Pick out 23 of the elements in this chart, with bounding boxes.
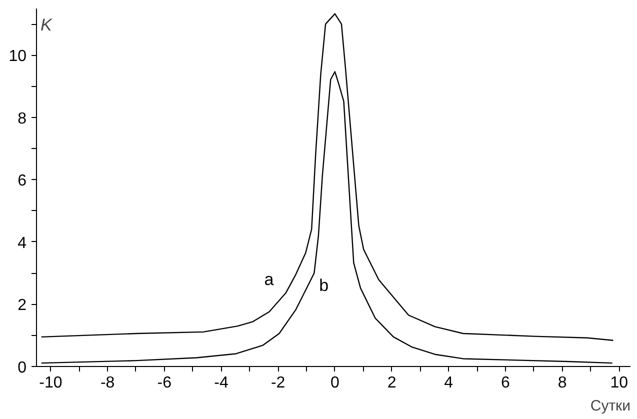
series-label: a [264,270,274,290]
x-tick-label: -6 [157,374,172,392]
x-tick-label: -8 [100,374,115,392]
x-tick-label: 0 [330,374,340,392]
x-tick-label: 8 [558,374,567,392]
y-tick-label: 4 [18,234,27,252]
x-tick-label: 4 [444,374,454,392]
x-tick-label: -10 [39,374,62,392]
x-tick-label: -4 [214,374,228,392]
line-series [40,71,613,364]
line-series [40,13,614,341]
x-tick-label: -2 [270,374,286,392]
x-tick-label: 10 [610,374,628,392]
y-tick-label: 2 [18,297,27,314]
y-tick-label: 0 [18,360,27,376]
y-axis-title: K [40,16,52,34]
x-axis-title: Сутки [590,398,631,414]
y-tick-label: 10 [8,48,27,66]
y-tick-label: 6 [18,172,27,190]
series-label: b [319,276,329,296]
y-tick-label: 8 [18,110,27,128]
x-tick-label: 2 [387,374,396,392]
x-tick-label: 6 [501,374,510,392]
